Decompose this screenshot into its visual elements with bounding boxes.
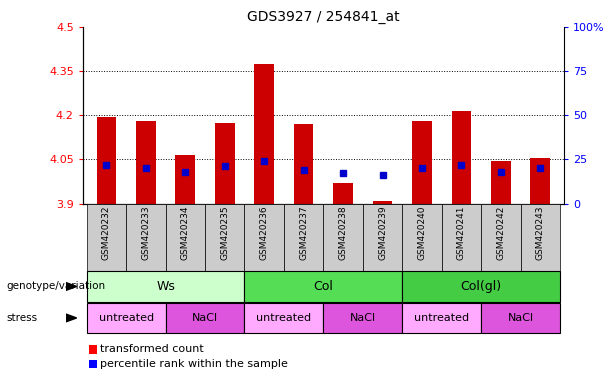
Text: GSM420236: GSM420236 <box>260 205 268 260</box>
Bar <box>86 303 166 333</box>
Bar <box>491 161 511 204</box>
Bar <box>373 200 392 204</box>
Bar <box>324 303 402 333</box>
Bar <box>254 64 274 204</box>
Text: stress: stress <box>6 313 37 323</box>
Text: GSM420242: GSM420242 <box>497 205 505 260</box>
Bar <box>442 204 481 271</box>
Title: GDS3927 / 254841_at: GDS3927 / 254841_at <box>247 10 400 25</box>
Text: Ws: Ws <box>156 280 175 293</box>
Bar <box>520 204 560 271</box>
Text: untreated: untreated <box>99 313 154 323</box>
Bar <box>86 204 126 271</box>
Bar <box>412 121 432 204</box>
Text: NaCl: NaCl <box>350 313 376 323</box>
Text: transformed count: transformed count <box>100 344 204 354</box>
Bar <box>166 303 245 333</box>
Text: genotype/variation: genotype/variation <box>6 281 105 291</box>
Bar <box>166 204 205 271</box>
Text: Col(gl): Col(gl) <box>460 280 501 293</box>
Bar <box>205 204 245 271</box>
Bar <box>294 124 313 204</box>
Text: GSM420235: GSM420235 <box>220 205 229 260</box>
Text: GSM420233: GSM420233 <box>142 205 150 260</box>
Text: GSM420241: GSM420241 <box>457 205 466 260</box>
Polygon shape <box>66 283 77 291</box>
Polygon shape <box>66 314 77 322</box>
Text: GSM420238: GSM420238 <box>338 205 348 260</box>
Text: GSM420234: GSM420234 <box>181 205 190 260</box>
Bar <box>530 158 550 204</box>
Bar <box>363 204 402 271</box>
Bar <box>126 204 166 271</box>
Bar <box>215 122 235 204</box>
Text: NaCl: NaCl <box>508 313 534 323</box>
Bar <box>402 303 481 333</box>
Text: Col: Col <box>313 280 333 293</box>
Bar <box>284 204 324 271</box>
Bar <box>245 204 284 271</box>
Bar <box>481 303 560 333</box>
Text: NaCl: NaCl <box>192 313 218 323</box>
Bar <box>245 303 324 333</box>
Text: untreated: untreated <box>414 313 469 323</box>
Bar <box>245 271 402 301</box>
Text: GSM420240: GSM420240 <box>417 205 427 260</box>
Bar <box>452 111 471 204</box>
Bar <box>175 155 195 204</box>
Text: percentile rank within the sample: percentile rank within the sample <box>100 359 287 369</box>
Text: GSM420237: GSM420237 <box>299 205 308 260</box>
Bar <box>97 117 116 204</box>
Bar <box>136 121 156 204</box>
Text: untreated: untreated <box>256 313 311 323</box>
Bar <box>481 204 520 271</box>
Text: GSM420232: GSM420232 <box>102 205 111 260</box>
Text: GSM420243: GSM420243 <box>536 205 545 260</box>
Bar <box>402 271 560 301</box>
Bar <box>333 183 353 204</box>
Text: GSM420239: GSM420239 <box>378 205 387 260</box>
Bar <box>324 204 363 271</box>
Bar <box>86 271 245 301</box>
Bar <box>402 204 442 271</box>
